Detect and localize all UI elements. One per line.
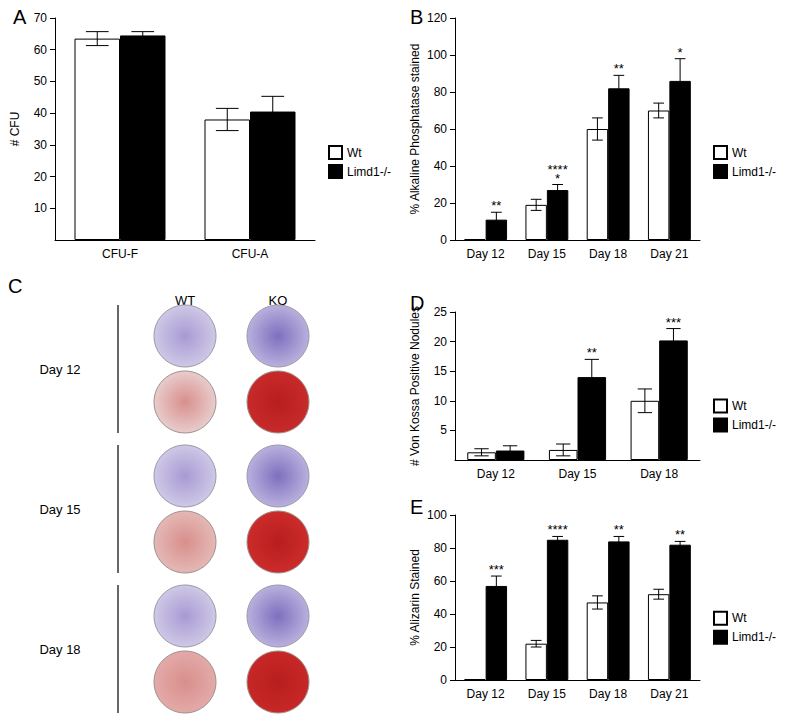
svg-text:Day 21: Day 21 <box>650 247 688 261</box>
svg-text:Limd1-/-: Limd1-/- <box>732 165 776 179</box>
svg-text:30: 30 <box>34 138 48 152</box>
svg-text:100: 100 <box>427 48 447 62</box>
svg-text:20: 20 <box>434 196 448 210</box>
svg-text:WT: WT <box>174 292 196 308</box>
svg-text:KO: KO <box>268 292 288 308</box>
svg-text:C: C <box>8 275 22 297</box>
svg-text:Day 12: Day 12 <box>467 687 505 701</box>
svg-text:Day 18: Day 18 <box>589 247 627 261</box>
svg-text:Day 12: Day 12 <box>467 247 505 261</box>
svg-text:A: A <box>13 6 27 28</box>
svg-text:25: 25 <box>434 305 448 319</box>
svg-text:10: 10 <box>434 394 448 408</box>
svg-text:# CFU: # CFU <box>8 112 22 147</box>
svg-text:0: 0 <box>440 673 447 687</box>
svg-text:70: 70 <box>34 11 48 25</box>
svg-text:Wt: Wt <box>732 399 747 413</box>
svg-text:20: 20 <box>34 170 48 184</box>
svg-text:***: *** <box>489 562 504 577</box>
svg-text:# Von Kossa Positive Nodules: # Von Kossa Positive Nodules <box>408 306 422 466</box>
svg-text:CFU-F: CFU-F <box>102 247 138 261</box>
svg-text:Limd1-/-: Limd1-/- <box>732 418 776 432</box>
svg-text:**: ** <box>675 527 685 542</box>
svg-text:****: **** <box>547 522 567 537</box>
svg-text:5: 5 <box>440 423 447 437</box>
svg-text:120: 120 <box>427 11 447 25</box>
svg-text:40: 40 <box>34 106 48 120</box>
svg-text:*: * <box>555 171 560 186</box>
svg-text:60: 60 <box>34 43 48 57</box>
svg-text:80: 80 <box>434 541 448 555</box>
svg-text:15: 15 <box>434 364 448 378</box>
svg-text:50: 50 <box>34 74 48 88</box>
svg-text:20: 20 <box>434 640 448 654</box>
svg-text:Limd1-/-: Limd1-/- <box>732 630 776 644</box>
svg-text:B: B <box>410 6 423 28</box>
svg-text:20: 20 <box>434 335 448 349</box>
svg-text:100: 100 <box>427 508 447 522</box>
svg-text:**: ** <box>491 198 501 213</box>
svg-text:% Alkaline Phosphatase stained: % Alkaline Phosphatase stained <box>408 44 422 215</box>
svg-text:*: * <box>678 45 683 60</box>
svg-text:40: 40 <box>434 159 448 173</box>
svg-text:Day 18: Day 18 <box>39 642 80 657</box>
svg-text:Day 21: Day 21 <box>650 687 688 701</box>
svg-text:10: 10 <box>34 201 48 215</box>
svg-text:Limd1-/-: Limd1-/- <box>347 165 391 179</box>
svg-text:40: 40 <box>434 607 448 621</box>
svg-text:Day 18: Day 18 <box>589 687 627 701</box>
svg-text:***: *** <box>666 315 681 330</box>
svg-text:**: ** <box>587 345 597 360</box>
svg-text:% Alizarin Stained: % Alizarin Stained <box>408 549 422 646</box>
svg-text:Wt: Wt <box>732 611 747 625</box>
svg-text:Day 15: Day 15 <box>558 467 596 481</box>
svg-text:60: 60 <box>434 574 448 588</box>
svg-text:Day 15: Day 15 <box>39 502 80 517</box>
svg-text:60: 60 <box>434 122 448 136</box>
svg-text:Day 15: Day 15 <box>528 247 566 261</box>
svg-text:Day 15: Day 15 <box>528 687 566 701</box>
svg-text:Day 12: Day 12 <box>39 362 80 377</box>
svg-text:D: D <box>410 292 424 314</box>
svg-text:0: 0 <box>440 233 447 247</box>
svg-text:Day 12: Day 12 <box>477 467 515 481</box>
svg-text:CFU-A: CFU-A <box>232 247 269 261</box>
svg-text:Wt: Wt <box>732 146 747 160</box>
svg-text:**: ** <box>614 61 624 76</box>
svg-text:E: E <box>410 496 423 518</box>
svg-text:80: 80 <box>434 85 448 99</box>
svg-text:Wt: Wt <box>347 146 362 160</box>
svg-text:**: ** <box>614 522 624 537</box>
svg-text:Day 18: Day 18 <box>640 467 678 481</box>
